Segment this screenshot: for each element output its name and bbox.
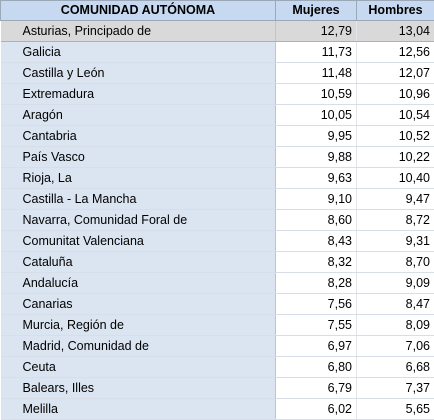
- cell-hombres: 10,40: [357, 168, 434, 189]
- cell-hombres: 8,70: [357, 252, 434, 273]
- cell-comunidad: Murcia, Región de: [1, 315, 276, 336]
- cell-mujeres: 11,48: [276, 63, 357, 84]
- cell-hombres: 10,52: [357, 126, 434, 147]
- cell-mujeres: 10,05: [276, 105, 357, 126]
- cell-comunidad: Extremadura: [1, 84, 276, 105]
- cell-hombres: 13,04: [357, 21, 434, 42]
- cell-comunidad: Madrid, Comunidad de: [1, 336, 276, 357]
- cell-mujeres: 8,32: [276, 252, 357, 273]
- cell-mujeres: 8,60: [276, 210, 357, 231]
- cell-comunidad: Ceuta: [1, 357, 276, 378]
- cell-hombres: 8,72: [357, 210, 434, 231]
- cell-hombres: 10,96: [357, 84, 434, 105]
- cell-comunidad: Comunitat Valenciana: [1, 231, 276, 252]
- cell-hombres: 10,54: [357, 105, 434, 126]
- cell-hombres: 7,06: [357, 336, 434, 357]
- cell-mujeres: 10,59: [276, 84, 357, 105]
- cell-comunidad: Canarias: [1, 294, 276, 315]
- cell-mujeres: 7,56: [276, 294, 357, 315]
- cell-comunidad: Navarra, Comunidad Foral de: [1, 210, 276, 231]
- cell-hombres: 7,37: [357, 378, 434, 399]
- cell-mujeres: 7,55: [276, 315, 357, 336]
- cell-mujeres: 12,79: [276, 21, 357, 42]
- cell-mujeres: 11,73: [276, 42, 357, 63]
- data-table-container: COMUNIDAD AUTÓNOMA Mujeres Hombres Astur…: [0, 0, 434, 402]
- cell-comunidad: Andalucía: [1, 273, 276, 294]
- cell-mujeres: 8,28: [276, 273, 357, 294]
- cell-hombres: 12,07: [357, 63, 434, 84]
- cell-mujeres: 8,43: [276, 231, 357, 252]
- cell-hombres: 8,09: [357, 315, 434, 336]
- cell-comunidad: Rioja, La: [1, 168, 276, 189]
- cell-comunidad: Balears, Illes: [1, 378, 276, 399]
- cell-hombres: 6,68: [357, 357, 434, 378]
- cell-mujeres: 9,88: [276, 147, 357, 168]
- cell-comunidad: Cantabria: [1, 126, 276, 147]
- cell-hombres: 12,56: [357, 42, 434, 63]
- cell-hombres: 9,09: [357, 273, 434, 294]
- cell-hombres: 9,47: [357, 189, 434, 210]
- cell-comunidad: Aragón: [1, 105, 276, 126]
- cell-mujeres: 6,79: [276, 378, 357, 399]
- cell-comunidad: Cataluña: [1, 252, 276, 273]
- header-comunidad: COMUNIDAD AUTÓNOMA: [1, 1, 276, 21]
- cell-hombres: 9,31: [357, 231, 434, 252]
- cell-comunidad: País Vasco: [1, 147, 276, 168]
- header-hombres: Hombres: [357, 1, 434, 21]
- cell-hombres: 10,22: [357, 147, 434, 168]
- cell-mujeres: 9,63: [276, 168, 357, 189]
- cell-mujeres: 9,95: [276, 126, 357, 147]
- header-mujeres: Mujeres: [276, 1, 357, 21]
- cell-comunidad: Castilla - La Mancha: [1, 189, 276, 210]
- table-header: COMUNIDAD AUTÓNOMA Mujeres Hombres: [1, 1, 434, 21]
- header-row: COMUNIDAD AUTÓNOMA Mujeres Hombres: [1, 1, 434, 21]
- cell-mujeres: 6,97: [276, 336, 357, 357]
- cell-hombres: 8,47: [357, 294, 434, 315]
- cell-comunidad: Castilla y León: [1, 63, 276, 84]
- cell-mujeres: 6,80: [276, 357, 357, 378]
- cell-comunidad: Asturias, Principado de: [1, 21, 276, 42]
- cell-mujeres: 9,10: [276, 189, 357, 210]
- cell-comunidad: Galicia: [1, 42, 276, 63]
